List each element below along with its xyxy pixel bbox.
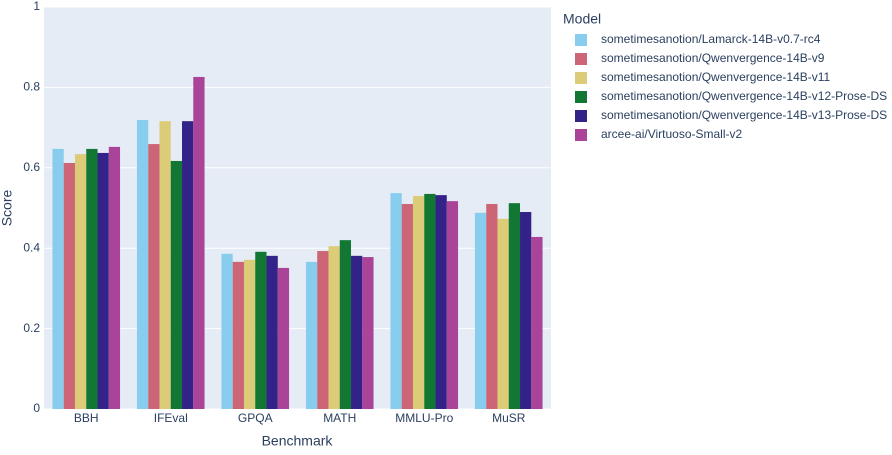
x-tick-label: BBH: [74, 411, 99, 425]
bar: [520, 212, 532, 409]
legend-label[interactable]: sometimesanotion/Qwenvergence-14B-v12-Pr…: [601, 89, 887, 103]
legend-swatch[interactable]: [575, 110, 587, 122]
bar: [52, 148, 64, 409]
bar: [243, 259, 256, 409]
legend-label[interactable]: sometimesanotion/Qwenvergence-14B-v11: [601, 70, 831, 84]
bar: [474, 212, 487, 409]
bar: [170, 160, 183, 409]
legend-swatch[interactable]: [575, 72, 587, 84]
bar: [148, 144, 160, 409]
bar: [74, 154, 87, 409]
legend-swatch[interactable]: [575, 34, 587, 46]
bar: [159, 121, 171, 409]
x-tick-label: MMLU-Pro: [395, 411, 453, 425]
bar: [221, 253, 233, 409]
bar: [108, 146, 121, 409]
x-tick-label: MATH: [323, 411, 356, 425]
bar: [277, 267, 290, 409]
bar: [63, 162, 75, 409]
y-tick-label: 0.4: [23, 240, 40, 254]
bar: [182, 121, 194, 409]
legend-label[interactable]: sometimesanotion/Qwenvergence-14B-v9: [601, 51, 825, 65]
legend-label[interactable]: sometimesanotion/Lamarck-14B-v0.7-rc4: [601, 32, 821, 46]
x-tick-label: MuSR: [492, 411, 526, 425]
bar: [339, 240, 352, 409]
bar: [486, 203, 498, 409]
legend-label[interactable]: sometimesanotion/Qwenvergence-14B-v13-Pr…: [601, 108, 887, 122]
bar: [232, 261, 244, 409]
bar: [497, 218, 509, 409]
bar: [255, 251, 267, 409]
x-tick-label: IFEval: [154, 411, 188, 425]
bar: [446, 201, 459, 409]
bar: [351, 255, 363, 409]
bar: [86, 148, 98, 409]
legend-swatch[interactable]: [575, 91, 587, 103]
plot-background: [44, 7, 551, 409]
bar: [317, 251, 329, 409]
legend-swatch[interactable]: [575, 129, 587, 141]
bar: [266, 255, 278, 409]
legend-swatch[interactable]: [575, 53, 587, 65]
y-tick-label: 0: [33, 401, 40, 415]
bar: [435, 195, 447, 409]
y-axis-title: Score: [0, 190, 15, 227]
bar: [412, 195, 425, 409]
bar: [328, 246, 340, 409]
legend-title: Model: [563, 11, 601, 27]
bar: [390, 193, 402, 409]
bar: [305, 261, 318, 409]
y-tick-label: 0.8: [23, 80, 40, 94]
y-tick-label: 1: [33, 0, 40, 13]
bar: [136, 119, 149, 409]
x-tick-label: GPQA: [238, 411, 273, 425]
bar: [401, 203, 413, 409]
bar: [531, 236, 543, 409]
bar: [97, 152, 109, 409]
y-tick-label: 0.6: [23, 160, 40, 174]
legend-label[interactable]: arcee-ai/Virtuoso-Small-v2: [601, 127, 742, 141]
x-axis-title: Benchmark: [262, 433, 334, 449]
bar: [193, 76, 205, 409]
y-tick-label: 0.2: [23, 321, 40, 335]
bar: [362, 257, 374, 409]
bar: [508, 203, 521, 409]
bar: [424, 193, 436, 409]
